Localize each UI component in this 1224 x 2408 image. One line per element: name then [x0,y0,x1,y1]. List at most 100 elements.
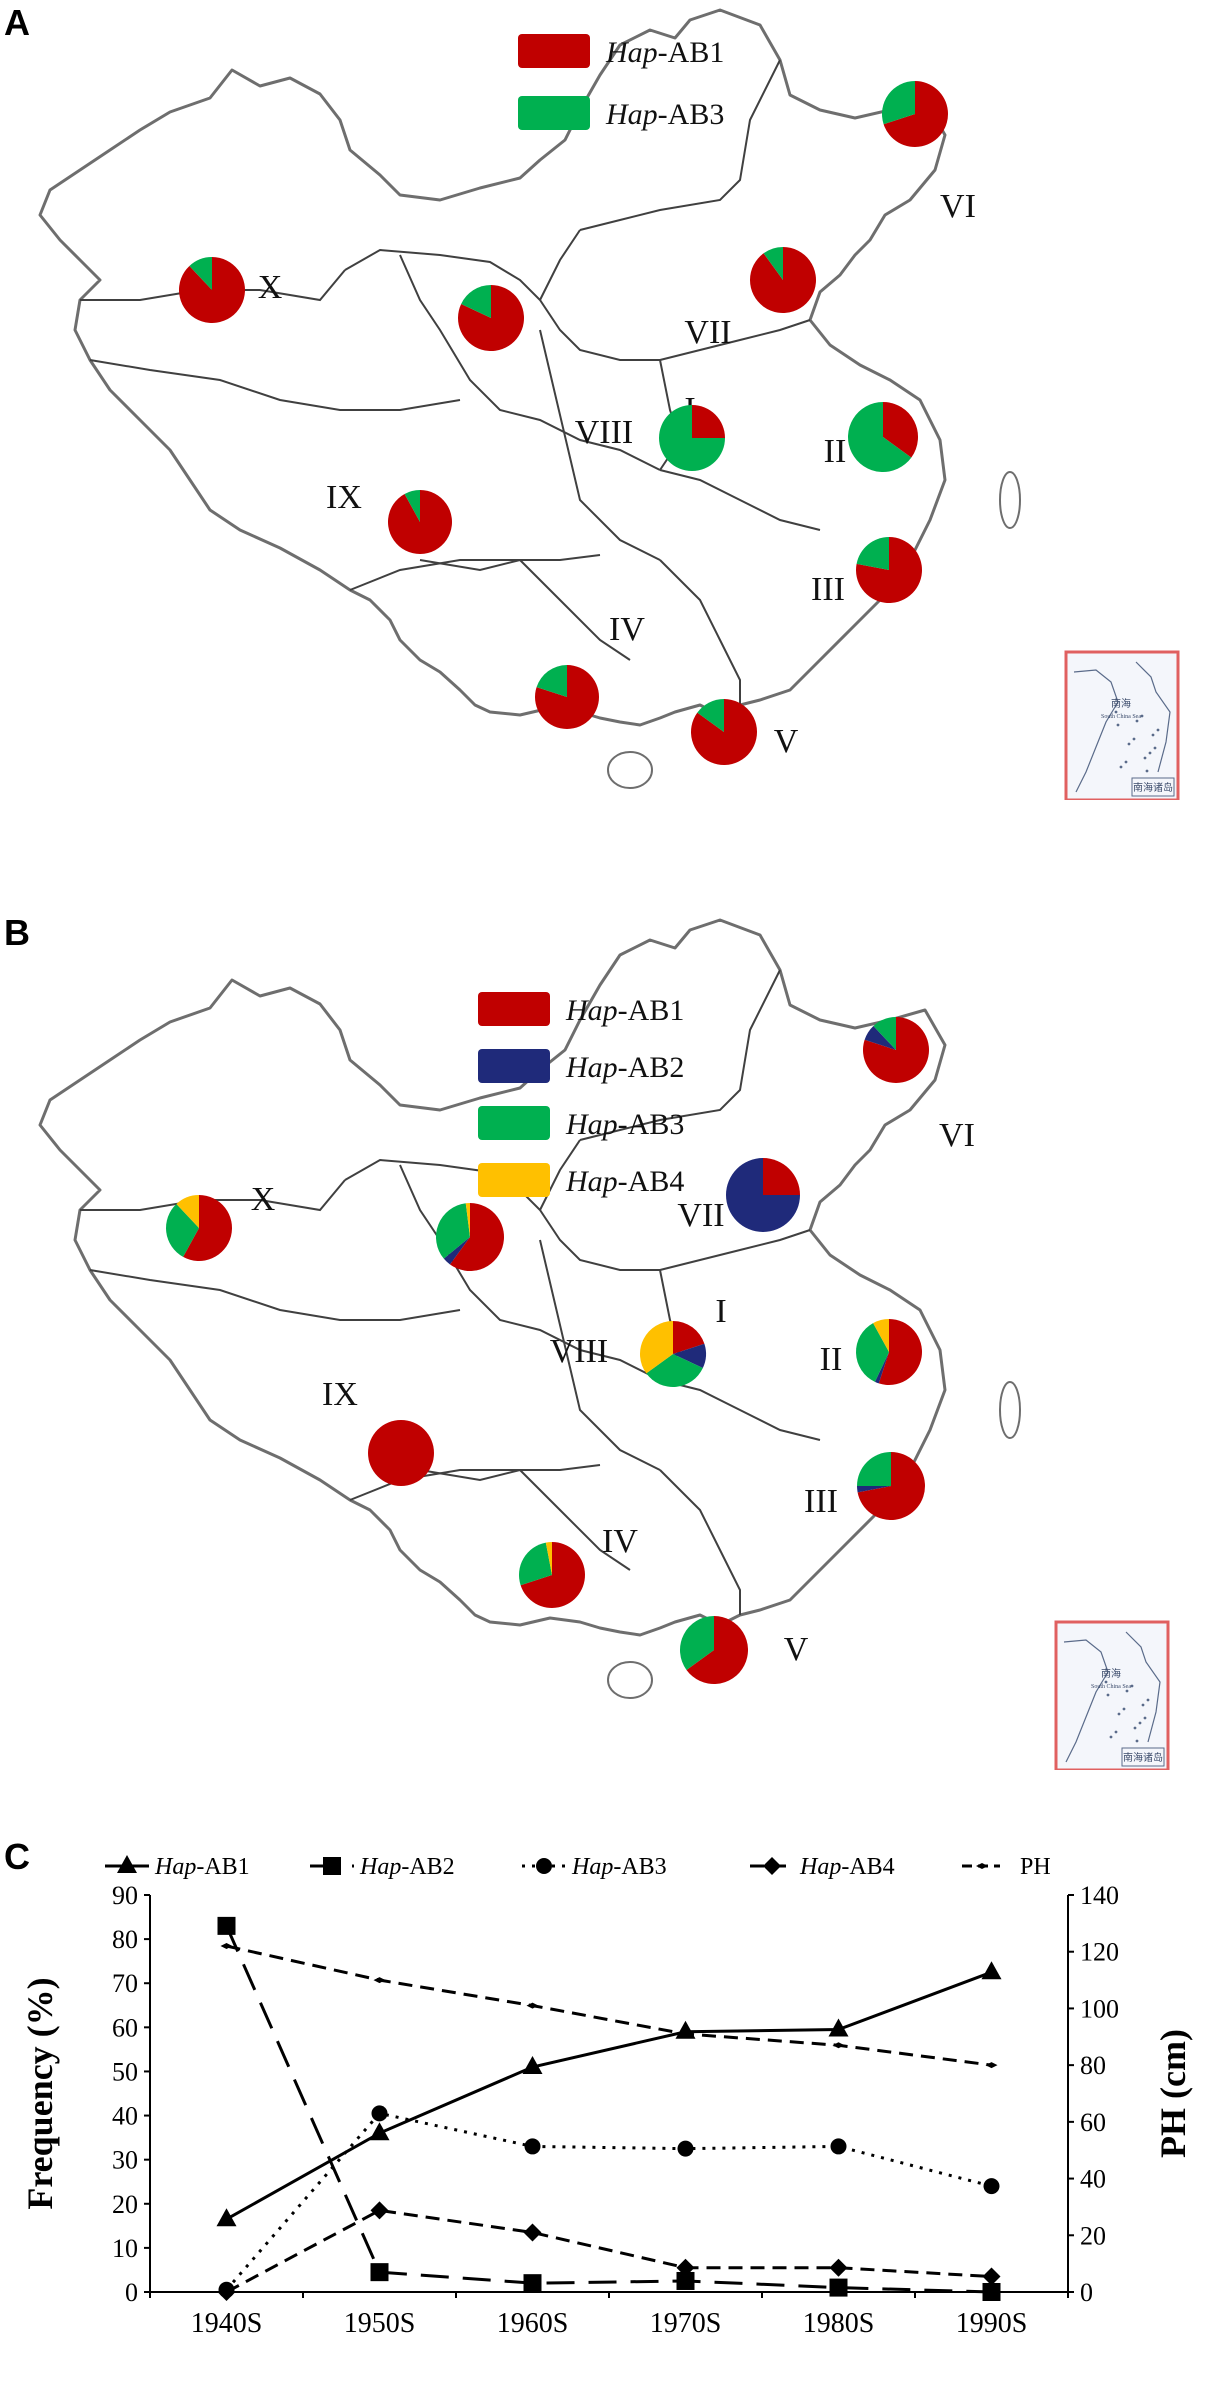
region-label: VIII [575,414,634,451]
pie-slice-hap-ab3 [436,1203,470,1259]
region-boundary [80,1179,346,1212]
region-pie [857,1452,925,1520]
pie-slice-hap-ab3 [519,1542,552,1586]
data-point [829,2278,848,2297]
region-boundary [519,1469,631,1571]
y2-tick-label: 60 [1080,2108,1106,2137]
y-tick-label: 50 [112,2057,138,2086]
region-boundary [539,329,661,561]
legend-label: Hap-AB3 [565,1108,684,1141]
pie-slice-hap-ab2 [443,1237,470,1265]
pie-slice-hap-ab3 [873,1017,896,1050]
region-pie [848,402,919,472]
region-pie [680,1616,748,1684]
pie-slice-hap-ab3 [659,405,725,471]
legend-label: Hap-AB2 [565,1051,684,1084]
series-hap-ab4 [217,2201,1001,2301]
pie-slice-hap-ab3 [855,1323,889,1382]
region-label: X [251,1181,276,1218]
region-pie [659,405,725,471]
inset-sea-en: South China Sea [1101,714,1141,720]
data-point [829,2258,848,2277]
pie-slice-hap-ab1 [878,1319,922,1385]
data-point [830,2138,847,2155]
data-point [524,2138,541,2155]
map-legend: Hap-AB1 Hap-AB3 [518,34,724,131]
data-point [981,1961,1002,1980]
region-boundary [539,1239,661,1471]
legend-entry: Hap-AB3 [571,1854,667,1880]
pie-slice-hap-ab3 [763,247,783,280]
pie-slice-hap-ab3 [680,1616,714,1670]
country-outline [38,8,947,727]
inset-sea-en: South China Sea [1091,1684,1131,1690]
pie-slice-hap-ab3 [848,402,912,472]
pie-slice-hap-ab1 [686,1616,748,1684]
data-point [369,2122,390,2141]
legend-entry: Hap-AB4 [799,1854,895,1880]
data-point [832,2042,845,2049]
data-point [373,1977,386,1984]
line-chart: 0 10 20 30 40 50 60 70 80 90 0 20 40 60 80 100 120 140 194… [20,1854,1193,2339]
data-point [985,2062,998,2069]
y2-tick-label: 80 [1080,2051,1106,2080]
y-tick-label: 10 [112,2234,138,2263]
x-tick-label: 1940S [191,2308,263,2339]
pie-slice-hap-ab3 [404,490,420,522]
region-boundary [659,1469,741,1615]
pie-slice-hap-ab3 [461,285,491,318]
data-point [217,2283,236,2301]
region-pie [166,1195,232,1261]
data-point [982,2283,1001,2301]
region-pie [640,1321,707,1387]
region-pie [519,1542,585,1608]
y-tick-label: 70 [112,1969,138,1998]
legend-entry: Hap-AB2 [359,1854,455,1880]
data-point [828,2018,849,2037]
series-hap-ab1 [216,1961,1002,2227]
region-label: I [715,1293,726,1330]
y2-tick-label: 100 [1080,1994,1119,2023]
region-boundary [89,1269,461,1321]
map-legend: Hap-AB1 Hap-AB2 Hap-AB3 Hap-AB4 [478,992,684,1198]
y2-tick-label: 40 [1080,2165,1106,2194]
region-boundary [349,1469,520,1501]
data-point [523,2274,542,2293]
region-boundary [519,559,631,661]
region-label: II [820,1341,843,1378]
y-tick-label: 0 [125,2278,138,2307]
region-pie [856,537,922,604]
y-tick-label: 30 [112,2146,138,2175]
legend-swatch [478,992,550,1026]
x-tick-label: 1980S [803,2308,875,2339]
pie-slice-hap-ab2 [673,1343,707,1369]
region-label: VI [939,1117,975,1154]
data-point [216,2208,237,2227]
data-point [982,2267,1001,2286]
hainan-island [607,751,653,789]
y-tick-label: 40 [112,2102,138,2131]
country-outline [38,918,947,1637]
region-boundary [659,559,741,705]
region-boundary [659,1229,811,1271]
region-boundary [344,1158,660,1271]
region-boundary [579,969,781,1141]
pie-slice-hap-ab1 [883,402,919,458]
y2-tick-label: 0 [1080,2278,1093,2307]
pie-slice-hap-ab3 [646,1354,703,1387]
data-point [523,2223,542,2242]
y2-tick-label: 20 [1080,2221,1106,2250]
series-hap-ab2 [217,1916,1001,2301]
y2-axis-title: PH (cm) [1153,2029,1193,2158]
pie-slice-hap-ab1 [673,1321,705,1354]
pie-slice-hap-ab3 [856,537,889,570]
data-point [370,2263,389,2282]
south-china-sea-inset: 南海 South China Sea 南海诸岛 [1064,650,1180,800]
legend-swatch [478,1106,550,1140]
region-boundary [399,1164,661,1381]
pie-slice-hap-ab3 [166,1203,199,1257]
inset-sea-label: 南海 [1101,1667,1121,1680]
pie-slice-hap-ab4 [176,1195,199,1228]
taiwan-island [999,1381,1021,1439]
series-line [225,2111,992,2291]
